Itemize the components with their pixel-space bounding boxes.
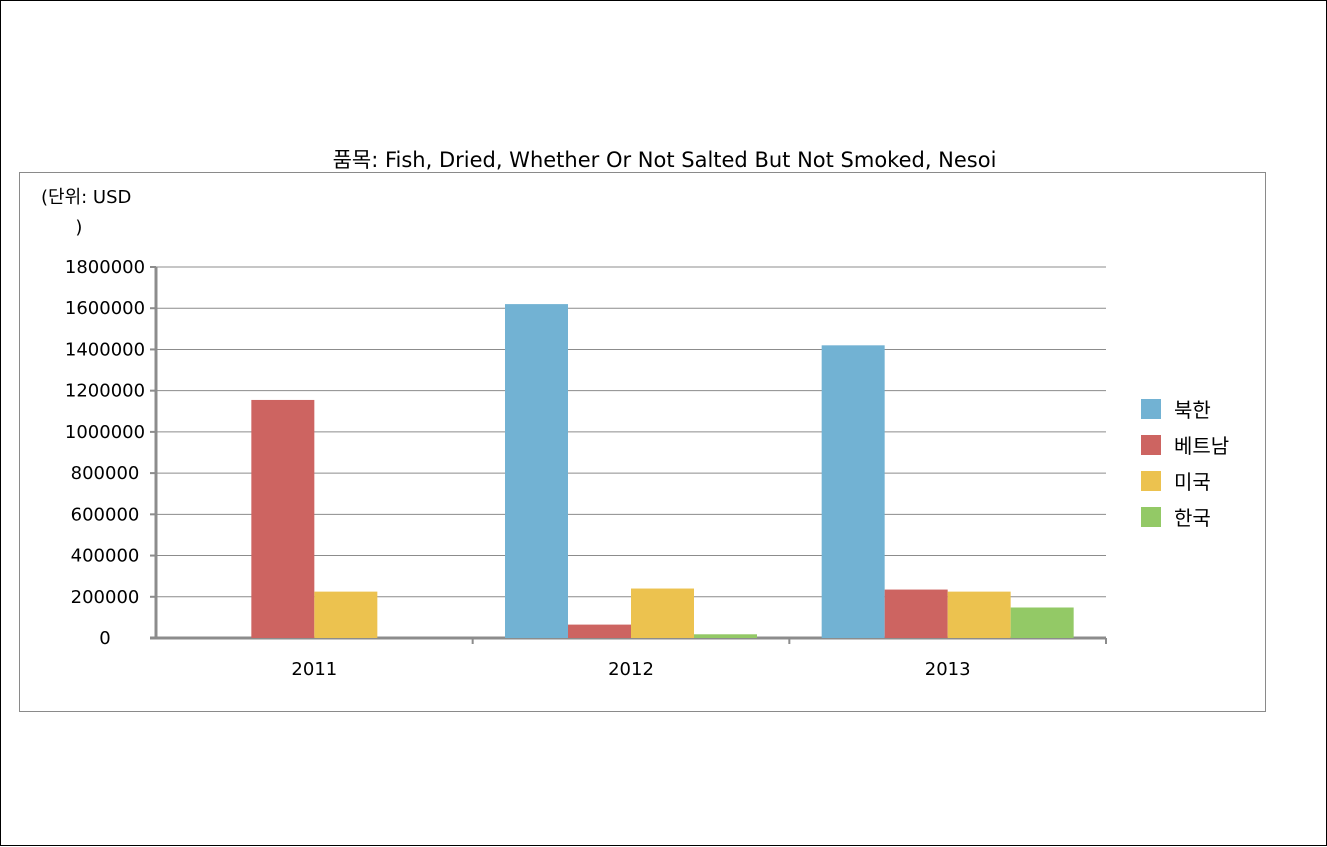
bar bbox=[884, 589, 948, 638]
y-tick-label: 600000 bbox=[71, 504, 140, 525]
legend-label: 북한 bbox=[1174, 398, 1211, 422]
y-tick-label: 1800000 bbox=[65, 257, 145, 278]
x-tick-label: 2011 bbox=[291, 659, 337, 680]
legend-label: 한국 bbox=[1174, 506, 1211, 530]
y-tick-label: 1200000 bbox=[65, 381, 145, 402]
y-tick-label: 400000 bbox=[71, 546, 140, 567]
bar bbox=[314, 591, 378, 638]
y-tick-label: 1000000 bbox=[65, 422, 145, 443]
unit-label: (단위: USD ) bbox=[41, 187, 132, 238]
bar bbox=[694, 634, 757, 638]
y-tick-label: 200000 bbox=[71, 587, 140, 608]
y-tick-label: 800000 bbox=[71, 463, 140, 484]
y-tick-label: 1600000 bbox=[65, 298, 145, 319]
bar bbox=[568, 624, 631, 638]
bar bbox=[631, 588, 694, 638]
legend-label: 미국 bbox=[1174, 470, 1211, 494]
x-tick-label: 2012 bbox=[608, 659, 654, 680]
y-tick-label: 0 bbox=[99, 628, 110, 649]
chart-frame bbox=[19, 172, 1266, 712]
legend-swatch bbox=[1141, 507, 1161, 527]
bar bbox=[505, 304, 568, 638]
bar bbox=[251, 399, 315, 638]
chart-title: 품목: Fish, Dried, Whether Or Not Salted B… bbox=[332, 148, 997, 172]
bar bbox=[947, 591, 1011, 638]
legend-label: 베트남 bbox=[1174, 434, 1229, 458]
legend-swatch bbox=[1141, 435, 1161, 455]
x-tick-label: 2013 bbox=[925, 659, 971, 680]
legend-swatch bbox=[1141, 399, 1161, 419]
bar bbox=[1010, 607, 1074, 638]
bar bbox=[821, 345, 885, 638]
y-tick-label: 1400000 bbox=[65, 339, 145, 360]
legend-swatch bbox=[1141, 471, 1161, 491]
